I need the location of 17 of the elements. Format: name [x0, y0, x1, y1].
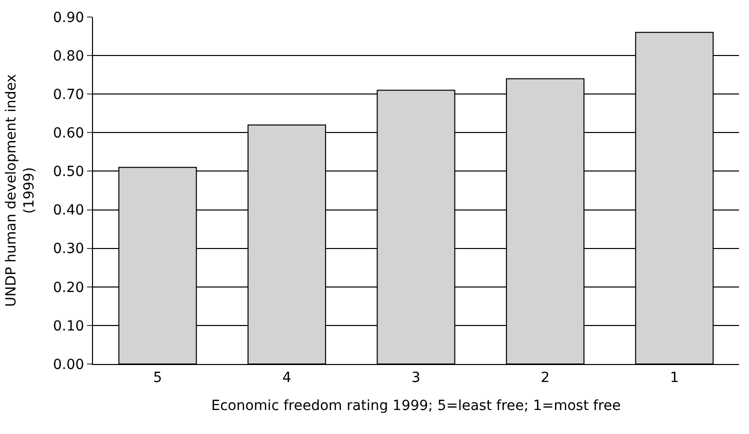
y-tick-label: 0.70 [53, 87, 84, 104]
x-tick-label: 1 [670, 370, 679, 386]
y-tick-label: 0.90 [53, 10, 84, 26]
y-tick-label: 0.20 [53, 280, 84, 296]
x-tick-label: 2 [540, 370, 550, 386]
y-tick-label: 0.10 [53, 318, 84, 334]
x-tick-label: 5 [153, 370, 162, 386]
y-tick-label: 0.50 [53, 164, 84, 180]
y-tick-label: 0.40 [53, 202, 84, 219]
x-axis-title: Economic freedom rating 1999; 5=least free; 1=most free [211, 398, 621, 414]
y-tick-label: 0.60 [53, 126, 84, 142]
y-tick-label: 0.80 [53, 48, 84, 64]
x-tick-label: 3 [412, 370, 420, 386]
y-tick-label: 0.30 [53, 241, 84, 258]
y-axis-title: UNDP human development index (1999) [3, 74, 38, 307]
y-tick-label: 0.00 [53, 356, 84, 373]
x-tick-label: 4 [282, 370, 292, 386]
